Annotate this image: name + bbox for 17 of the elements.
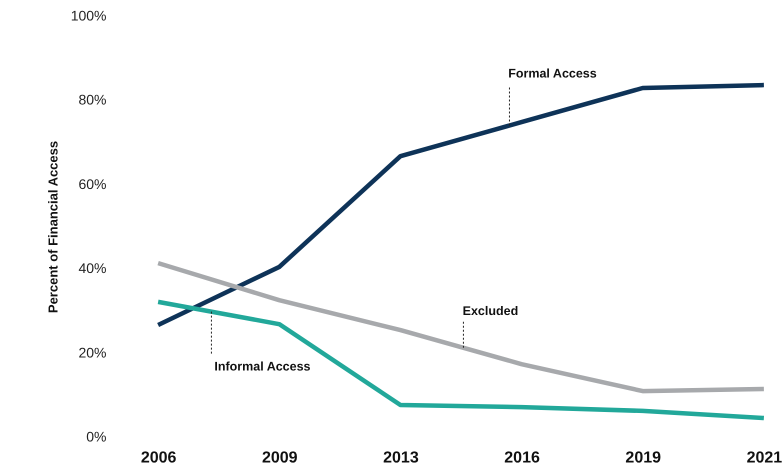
- x-tick-label: 2013: [383, 450, 419, 466]
- x-tick-label: 2006: [140, 450, 177, 466]
- x-tick-label: 2009: [262, 450, 298, 466]
- line-series: [156, 300, 766, 420]
- y-tick-label: 40%: [78, 260, 106, 276]
- text: Excluded: [462, 304, 518, 318]
- y-tick-label: 80%: [78, 92, 106, 108]
- y-axis-title: Percent of Financial Access: [46, 140, 61, 314]
- y-tick-label: 20%: [78, 344, 106, 360]
- x-tick-label: 2016: [504, 450, 540, 466]
- y-tick-label: 0%: [86, 428, 106, 444]
- series-label: Formal Access: [508, 66, 597, 80]
- y-tick-label: 60%: [78, 176, 106, 192]
- series-label: Informal Access: [214, 360, 311, 374]
- y-tick-label: 100%: [70, 8, 106, 24]
- x-tick-label: 2021: [746, 450, 782, 466]
- x-tick-label: 2019: [625, 450, 662, 466]
